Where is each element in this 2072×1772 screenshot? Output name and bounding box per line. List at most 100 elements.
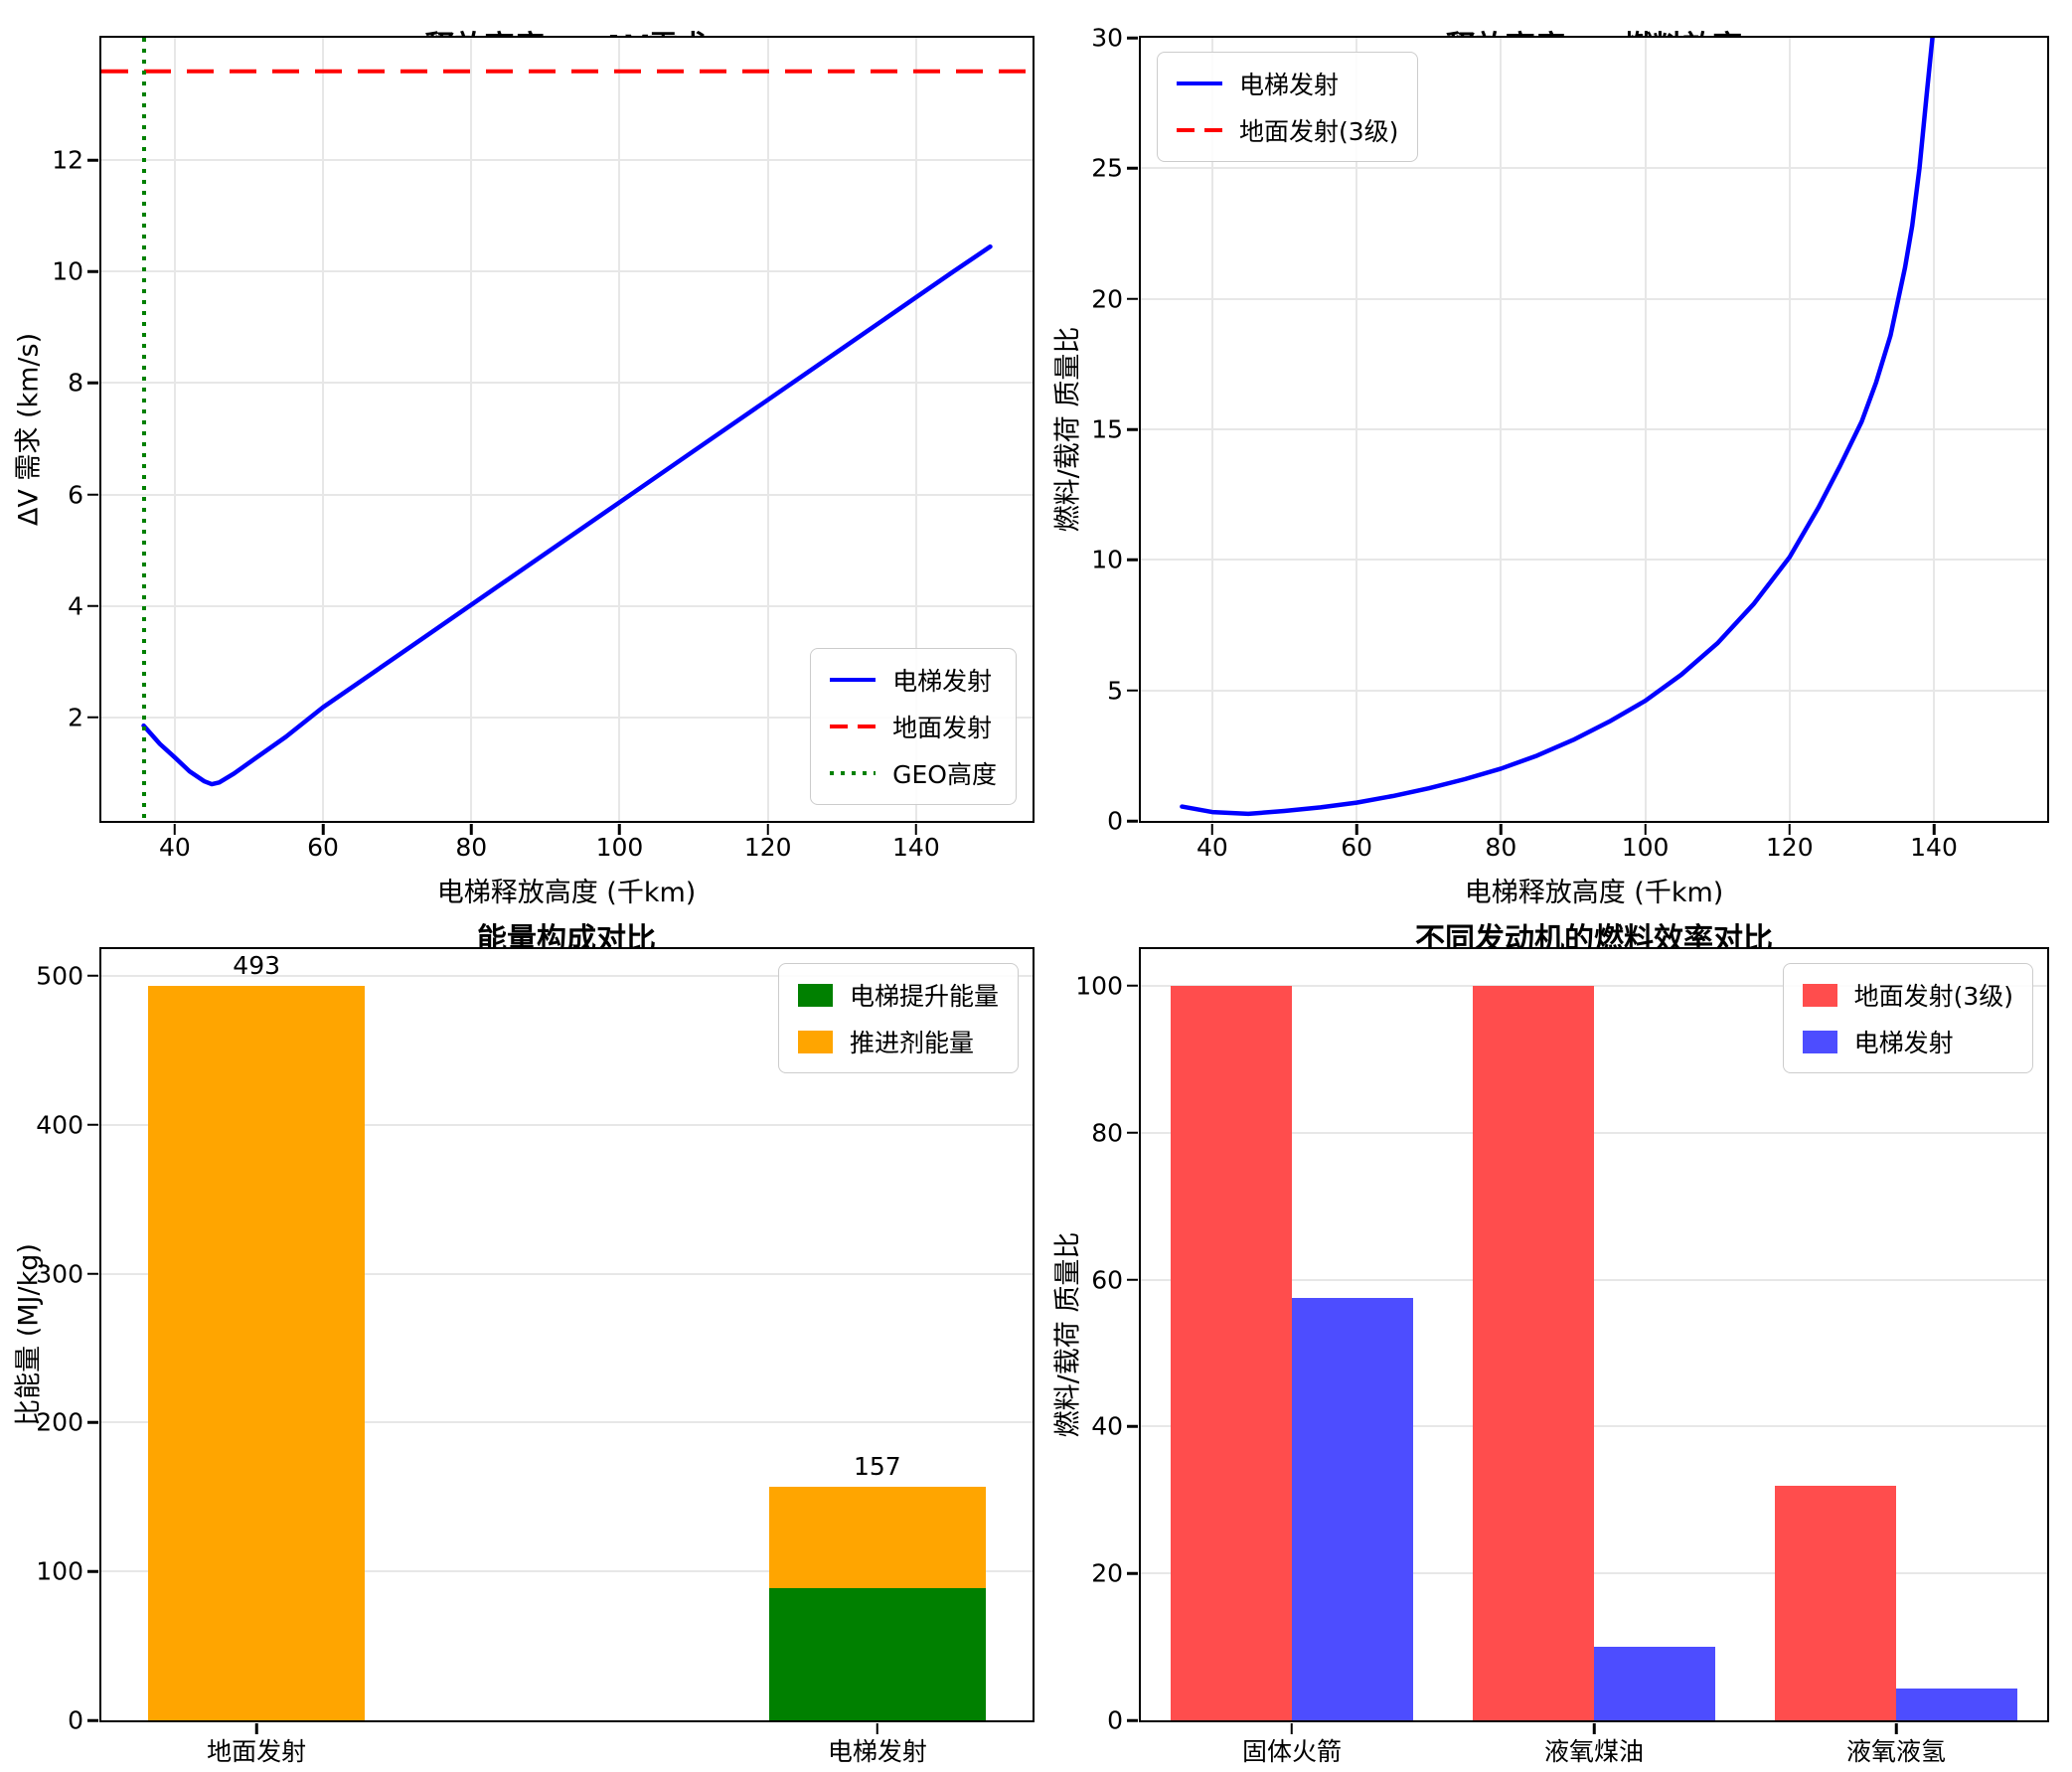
- x-tick-label: 40: [1195, 833, 1228, 862]
- gridline: [470, 38, 473, 821]
- y-tick-mark: [87, 270, 98, 273]
- gridline: [101, 493, 1033, 496]
- y-tick-mark: [87, 974, 98, 978]
- y-tick-mark: [87, 1569, 98, 1573]
- y-tick-label: 4: [68, 591, 83, 621]
- bar: [1896, 1689, 2017, 1720]
- plot-area: 电梯提升能量 推进剂能量 0 100 200 300 400 500 地面发射 电梯发射 493 1…: [36, 947, 1035, 1766]
- y-tick-label: 20: [1091, 1558, 1123, 1588]
- y-tick-mark: [87, 382, 98, 385]
- y-tick-label: 300: [36, 1259, 83, 1289]
- legend: 电梯发射地面发射(3级): [1157, 52, 1419, 162]
- x-tick-mark: [1788, 824, 1792, 835]
- category-label: 固体火箭: [1241, 1737, 1342, 1766]
- y-tick-label: 12: [52, 145, 83, 175]
- bar-segment: [768, 1486, 987, 1589]
- x-tick-label: 120: [1765, 833, 1814, 862]
- x-tick-label: 100: [595, 833, 644, 862]
- bar-segment: [768, 1588, 987, 1720]
- x-tick-mark: [470, 824, 473, 835]
- y-tick-mark: [1127, 427, 1138, 431]
- y-tick-label: 0: [1107, 1705, 1123, 1735]
- plot-clip: [101, 949, 1033, 1720]
- legend: 电梯提升能量 推进剂能量: [777, 963, 1019, 1073]
- y-tick-label: 25: [1091, 153, 1123, 183]
- bar: [1775, 1485, 1896, 1720]
- x-tick-mark: [254, 1723, 258, 1734]
- legend: 电梯发射 地面发射 GEO高度: [810, 648, 1017, 805]
- x-tick-mark: [321, 824, 325, 835]
- legend-item: 地面发射(3级): [1177, 112, 1398, 148]
- y-tick-mark: [1127, 1571, 1138, 1575]
- gridline: [322, 38, 325, 821]
- legend-label: 电梯发射: [892, 667, 993, 696]
- y-tick-mark: [1127, 1131, 1138, 1134]
- x-tick-label: 40: [158, 833, 191, 862]
- x-tick-mark: [1894, 1723, 1898, 1734]
- x-tick-label: 100: [1621, 833, 1670, 862]
- y-tick-label: 15: [1091, 414, 1123, 444]
- y-tick-label: 80: [1091, 1118, 1123, 1148]
- legend: 地面发射(3级) 电梯发射: [1782, 963, 2033, 1073]
- legend-label: 电梯发射: [1853, 1029, 1954, 1057]
- y-tick-label: 0: [68, 1705, 83, 1735]
- x-tick-mark: [1592, 1723, 1596, 1734]
- y-tick-label: 30: [1091, 23, 1123, 53]
- gridline: [1141, 689, 2047, 692]
- y-tick-mark: [87, 1718, 98, 1722]
- y-tick-mark: [1127, 297, 1138, 300]
- gridline: [1141, 297, 2047, 300]
- x-tick-mark: [1210, 824, 1214, 835]
- gridline: [618, 38, 621, 821]
- gridline: [1500, 38, 1503, 821]
- legend-item: GEO高度: [830, 755, 997, 791]
- legend-item: 电梯发射: [1177, 66, 1398, 101]
- legend-swatch: [1177, 127, 1222, 133]
- x-tick-label: 80: [455, 833, 488, 862]
- x-tick-mark: [173, 824, 177, 835]
- y-tick-label: 100: [36, 1556, 83, 1586]
- x-tick-mark: [1500, 824, 1503, 835]
- x-tick-label: 140: [892, 833, 940, 862]
- x-tick-label: 120: [743, 833, 792, 862]
- x-tick-mark: [1290, 1723, 1294, 1734]
- legend-swatch: [830, 724, 877, 729]
- legend-swatch: [830, 677, 877, 683]
- reference-hline: [101, 69, 1033, 74]
- legend-swatch: [830, 770, 877, 776]
- gridline: [1141, 984, 2047, 987]
- y-tick-mark: [1127, 559, 1138, 562]
- bar-value-label: 493: [233, 951, 281, 981]
- gridline: [173, 38, 176, 821]
- line-series: [101, 38, 1033, 821]
- category-label: 地面发射: [207, 1737, 307, 1766]
- bar: [1473, 985, 1594, 1720]
- y-tick-label: 100: [1075, 971, 1123, 1001]
- bar-segment: [147, 986, 366, 1720]
- bar: [1594, 1647, 1715, 1720]
- gridline: [1355, 38, 1358, 821]
- gridline: [914, 38, 917, 821]
- x-tick-mark: [618, 824, 621, 835]
- y-tick-label: 5: [1107, 676, 1123, 706]
- y-tick-mark: [87, 1272, 98, 1275]
- legend-label: 地面发射(3级): [1853, 982, 2013, 1011]
- plot-area: 电梯发射 地面发射 GEO高度 2 4 6 8 10 12 40 60 80 100 120 140: [52, 36, 1035, 862]
- gridline: [101, 159, 1033, 162]
- gridline: [101, 716, 1033, 719]
- y-tick-mark: [1127, 819, 1138, 823]
- plot-area: 电梯发射 地面发射(3级) 0 5 10 15 20 25 30 40 60 80 100 120 140: [1091, 24, 2049, 862]
- y-tick-mark: [87, 1123, 98, 1127]
- gridline: [766, 38, 769, 821]
- legend-label: 推进剂能量: [849, 1029, 974, 1057]
- x-tick-mark: [876, 1723, 879, 1734]
- gridline: [1788, 38, 1791, 821]
- gridline: [1141, 559, 2047, 562]
- category-label: 液氧液氢: [1845, 1737, 1947, 1766]
- legend-swatch: [797, 983, 833, 1007]
- legend-label: GEO高度: [892, 760, 997, 789]
- x-tick-label: 60: [1341, 833, 1372, 862]
